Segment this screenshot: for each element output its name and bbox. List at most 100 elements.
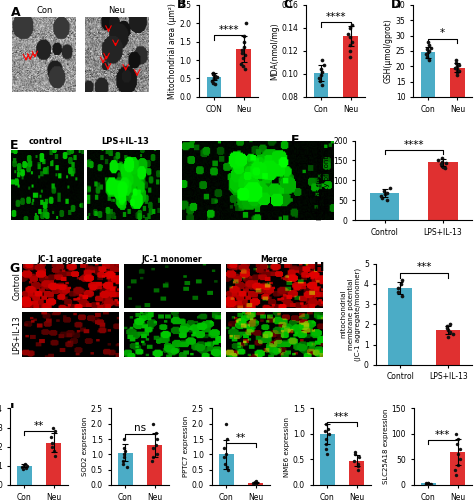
Point — [120, 454, 128, 462]
Point — [437, 154, 445, 162]
Point — [452, 62, 460, 70]
Y-axis label: MDA(nmol/mg): MDA(nmol/mg) — [269, 22, 278, 80]
Point — [424, 48, 431, 56]
Point — [453, 440, 460, 448]
Point — [213, 72, 220, 80]
Y-axis label: Mitochondrial area (μm²): Mitochondrial area (μm²) — [168, 3, 176, 99]
Point — [353, 462, 361, 469]
Bar — [313, 73, 327, 188]
Point — [249, 478, 257, 486]
Bar — [436, 330, 459, 365]
Text: LPS+IL-13: LPS+IL-13 — [12, 315, 21, 354]
Point — [446, 328, 453, 336]
Bar — [206, 76, 221, 97]
Point — [238, 46, 245, 54]
Bar — [17, 466, 31, 485]
Point — [208, 78, 216, 86]
Point — [345, 41, 353, 49]
Point — [424, 480, 431, 488]
Point — [393, 284, 401, 292]
Point — [320, 428, 328, 436]
Point — [121, 448, 129, 456]
Point — [209, 71, 217, 79]
Point — [19, 464, 26, 472]
Point — [379, 188, 387, 196]
Point — [211, 72, 218, 80]
Point — [443, 326, 451, 334]
Bar — [46, 443, 61, 485]
Bar — [420, 52, 435, 128]
Point — [441, 159, 448, 167]
Text: JC-1 aggregate: JC-1 aggregate — [38, 254, 102, 264]
Point — [241, 20, 249, 28]
Point — [450, 64, 458, 72]
Point — [239, 62, 247, 70]
Point — [209, 70, 217, 78]
Point — [208, 79, 216, 87]
Point — [48, 439, 55, 447]
Point — [251, 478, 258, 486]
Point — [19, 463, 26, 471]
Point — [237, 60, 244, 68]
Point — [222, 462, 230, 470]
Text: ***: *** — [416, 262, 431, 272]
Point — [209, 69, 217, 77]
Point — [20, 461, 28, 469]
Y-axis label: mitochondrial
membrane potential
(JC-1 aggregate/monomer): mitochondrial membrane potential (JC-1 a… — [340, 268, 360, 361]
Point — [224, 466, 232, 473]
Point — [350, 450, 358, 458]
Point — [119, 460, 127, 468]
Point — [454, 450, 461, 458]
Point — [353, 466, 361, 473]
Text: I: I — [10, 402, 14, 415]
Point — [239, 38, 247, 46]
Point — [442, 322, 450, 330]
Point — [221, 460, 228, 468]
Point — [325, 430, 332, 438]
Point — [322, 446, 329, 454]
Bar — [319, 434, 334, 485]
Point — [451, 59, 458, 67]
Point — [394, 288, 401, 296]
Text: Merge: Merge — [260, 254, 288, 264]
Bar — [427, 162, 456, 220]
Point — [346, 33, 353, 41]
Text: **: ** — [34, 421, 44, 431]
Text: JC-1 monomer: JC-1 monomer — [141, 254, 202, 264]
Point — [452, 72, 460, 80]
Point — [317, 56, 325, 64]
Point — [382, 196, 390, 204]
Point — [123, 462, 131, 470]
Point — [209, 74, 217, 82]
Point — [451, 56, 458, 64]
Point — [422, 480, 430, 488]
Text: ****: **** — [325, 12, 345, 22]
Text: C: C — [283, 0, 292, 10]
Point — [252, 478, 259, 486]
Point — [152, 441, 159, 449]
Point — [315, 74, 322, 82]
Point — [440, 164, 448, 172]
Point — [148, 456, 156, 464]
Point — [454, 67, 462, 75]
Text: E: E — [10, 139, 18, 152]
Point — [397, 292, 405, 300]
Y-axis label: SOD2 expression: SOD2 expression — [82, 417, 88, 476]
Point — [421, 480, 428, 488]
Point — [241, 50, 248, 58]
Point — [377, 194, 385, 202]
Point — [437, 162, 445, 170]
Point — [220, 444, 228, 452]
Point — [347, 20, 355, 28]
Text: *: * — [439, 28, 444, 38]
Point — [220, 454, 228, 462]
Point — [451, 471, 458, 479]
Point — [450, 466, 458, 473]
Point — [454, 435, 461, 443]
Point — [423, 38, 431, 46]
Point — [437, 158, 445, 166]
Point — [426, 44, 434, 52]
Text: H: H — [314, 260, 324, 274]
Point — [221, 450, 229, 458]
Bar — [369, 193, 398, 220]
